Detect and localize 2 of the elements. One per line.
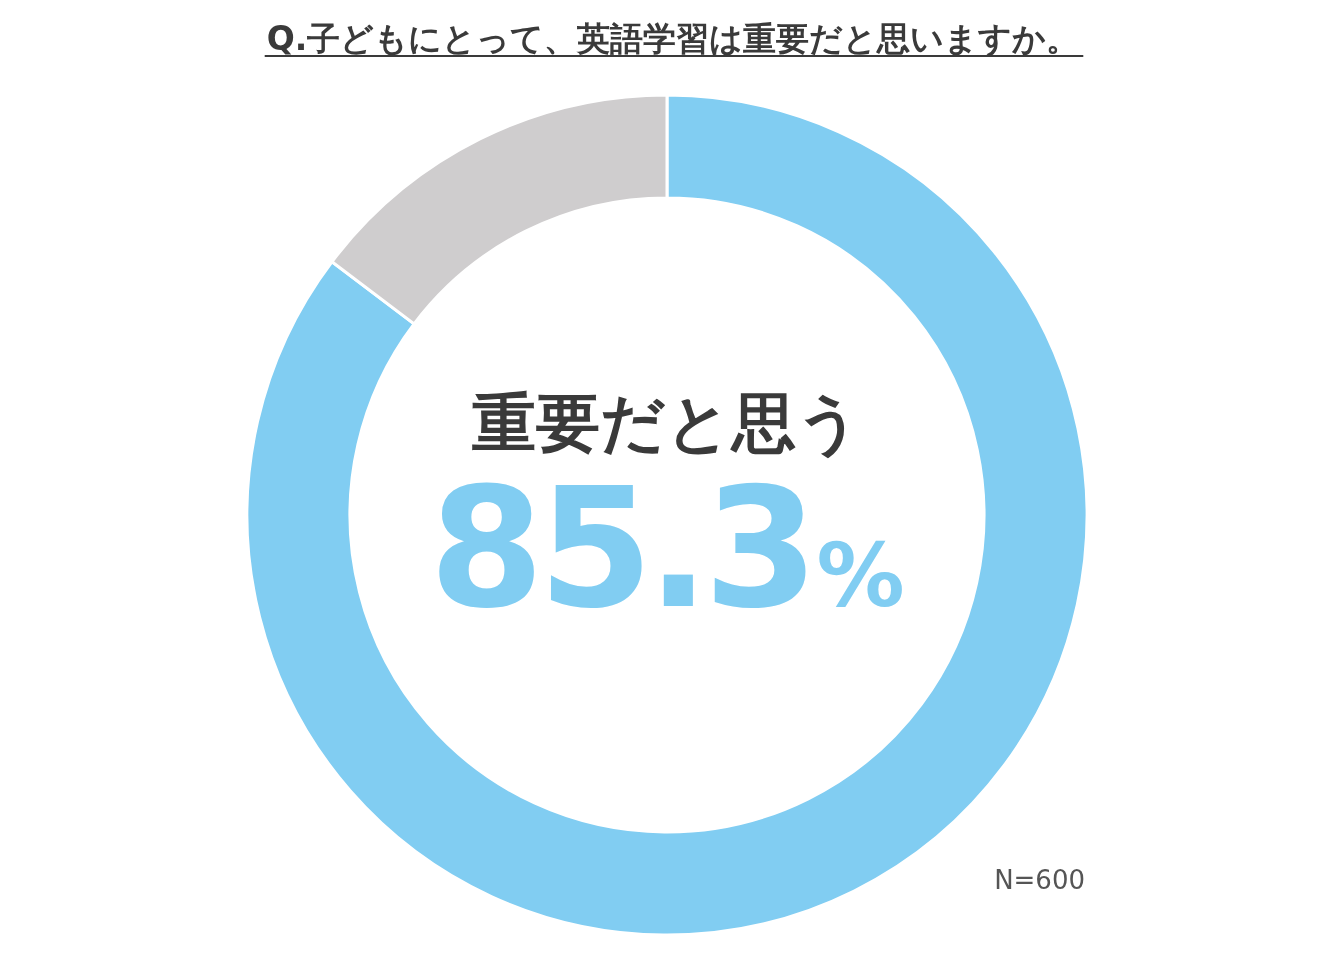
text: N=600 xyxy=(994,865,1085,895)
chart-title: Q.子どもにとって、英語学習は重要だと思いますか。 xyxy=(266,19,1080,58)
